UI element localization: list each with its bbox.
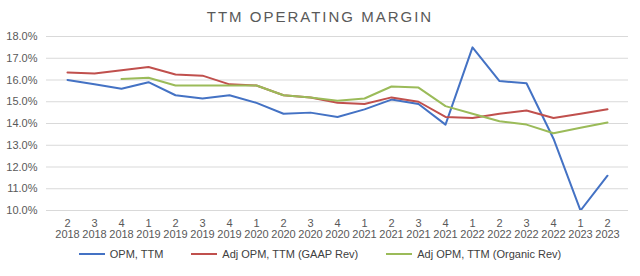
svg-text:16.0%: 16.0% [6,74,37,86]
html-text:TTM OPERATING MARGIN: TTM OPERATING MARGIN [206,8,434,25]
svg-text:32021: 32021 [406,217,430,240]
svg-text:32020: 32020 [298,217,322,240]
html-text:OPM, TTM: OPM, TTM [109,248,164,260]
svg-text:42019: 42019 [217,217,241,240]
svg-text:42022: 42022 [541,217,565,240]
svg-text:42021: 42021 [433,217,457,240]
svg-text:18.0%: 18.0% [6,30,37,42]
svg-text:11.0%: 11.0% [7,182,38,194]
svg-text:15.0%: 15.0% [6,95,37,107]
svg-text:42018: 42018 [109,217,133,240]
svg-text:12021: 12021 [352,217,376,240]
svg-text:12023: 12023 [568,217,592,240]
html-text:Adj OPM, TTM (Organic Rev): Adj OPM, TTM (Organic Rev) [417,248,562,260]
svg-text:12.0%: 12.0% [6,161,37,173]
svg-text:22023: 22023 [595,217,619,240]
svg-text:12019: 12019 [136,217,160,240]
svg-text:22018: 22018 [55,217,79,240]
svg-text:12022: 12022 [460,217,484,240]
svg-text:13.0%: 13.0% [6,139,37,151]
svg-text:32022: 32022 [514,217,538,240]
svg-text:14.0%: 14.0% [6,117,37,129]
svg-text:22022: 22022 [487,217,511,240]
svg-text:32018: 32018 [82,217,106,240]
svg-text:22020: 22020 [271,217,295,240]
svg-text:12020: 12020 [244,217,268,240]
html-text:Adj OPM, TTM (GAAP Rev): Adj OPM, TTM (GAAP Rev) [222,248,359,260]
svg-text:17.0%: 17.0% [6,52,37,64]
svg-text:32019: 32019 [190,217,214,240]
svg-text:22019: 22019 [163,217,187,240]
svg-text:22021: 22021 [379,217,403,240]
svg-text:10.0%: 10.0% [6,204,37,216]
svg-text:42020: 42020 [325,217,349,240]
